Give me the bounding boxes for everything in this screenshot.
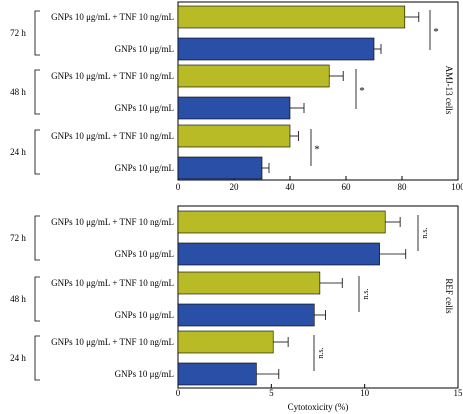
bar-label: GNPs 10 μg/mL + TNF 10 ng/mL: [51, 217, 174, 227]
bar: [177, 5, 406, 29]
bar-label: GNPs 10 μg/mL: [115, 249, 174, 259]
group-bracket: [34, 215, 40, 261]
bar: [177, 303, 315, 327]
x-tick-label: 100: [451, 182, 463, 192]
bar: [177, 242, 380, 266]
x-tick-label: 5: [269, 388, 274, 398]
significance-mark: *: [314, 144, 320, 156]
bar-label: GNPs 10 μg/mL + TNF 10 ng/mL: [51, 278, 174, 288]
bar-label: GNPs 10 μg/mL: [115, 369, 174, 379]
bar-label: GNPs 10 μg/mL + TNF 10 ng/mL: [51, 12, 174, 22]
bar: [177, 124, 291, 148]
bar: [177, 96, 291, 120]
x-tick-label: 40: [286, 182, 296, 192]
bar-label: GNPs 10 μg/mL: [115, 103, 174, 113]
bar: [177, 210, 386, 234]
bar: [177, 330, 274, 354]
x-axis-label: Cytotoxicity (%): [288, 402, 349, 412]
bar-label: GNPs 10 μg/mL: [115, 310, 174, 320]
x-tick-label: 20: [230, 182, 240, 192]
bar-label: GNPs 10 μg/mL + TNF 10 ng/mL: [51, 337, 174, 347]
group-bracket: [34, 335, 40, 381]
group-label: 48 h: [10, 87, 26, 97]
bar-label: GNPs 10 μg/mL + TNF 10 ng/mL: [51, 131, 174, 141]
bar: [177, 271, 321, 295]
significance-mark: n.s.: [420, 227, 429, 238]
panel-1: 0 20 40 60 80 100 AMJ-13 cells 72 h GNPs 10 μg/m…: [10, 1, 463, 192]
group-label: 72 h: [10, 28, 26, 38]
bar: [177, 64, 330, 88]
significance-mark: *: [433, 26, 439, 38]
significance-mark: n.s.: [361, 288, 370, 299]
panel-2: 0 5 10 15 Cytotoxicity (%) REF cells 72 h GNPs …: [10, 205, 463, 412]
x-tick-label: 60: [342, 182, 352, 192]
panel-label: AMJ-13 cells: [444, 66, 454, 115]
x-tick-label: 15: [454, 388, 463, 398]
group-bracket: [34, 129, 40, 175]
group-label: 48 h: [10, 294, 26, 304]
bar-label: GNPs 10 μg/mL: [115, 44, 174, 54]
significance-mark: *: [359, 85, 365, 97]
plot-frame: [177, 1, 459, 181]
group-label: 24 h: [10, 353, 26, 363]
bar-label: GNPs 10 μg/mL + TNF 10 ng/mL: [51, 71, 174, 81]
bar: [177, 362, 257, 386]
bar: [177, 156, 263, 180]
x-tick-label: 0: [176, 182, 181, 192]
group-label: 24 h: [10, 147, 26, 157]
bar-label: GNPs 10 μg/mL: [115, 163, 174, 173]
group-label: 72 h: [10, 233, 26, 243]
x-tick-label: 80: [398, 182, 408, 192]
group-bracket: [34, 10, 40, 56]
group-bracket: [34, 276, 40, 322]
panel-label: REF cells: [444, 278, 454, 314]
group-bracket: [34, 69, 40, 115]
plot-frame: [177, 205, 459, 389]
x-tick-label: 10: [360, 388, 370, 398]
significance-mark: n.s.: [316, 347, 325, 358]
x-tick-label: 0: [176, 388, 181, 398]
bar: [177, 37, 375, 61]
